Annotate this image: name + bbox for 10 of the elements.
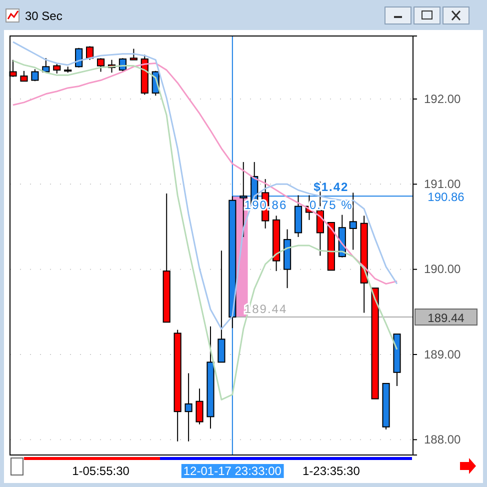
x-tick-label: 1-23:35:30 (302, 464, 360, 478)
y-tick-label: 189.00 (424, 347, 462, 362)
chart-title: 30 Sec (25, 9, 62, 23)
y-tick-label: 192.00 (424, 92, 462, 106)
x-tick-label: 1-05:55:30 (72, 464, 130, 478)
text: 190.86 (428, 190, 464, 204)
y-tick-label: 188.00 (424, 432, 462, 447)
text: 189.44 (428, 311, 464, 326)
y-tick-label: 191.00 (424, 177, 462, 192)
y-tick-label: 190.00 (424, 262, 462, 276)
